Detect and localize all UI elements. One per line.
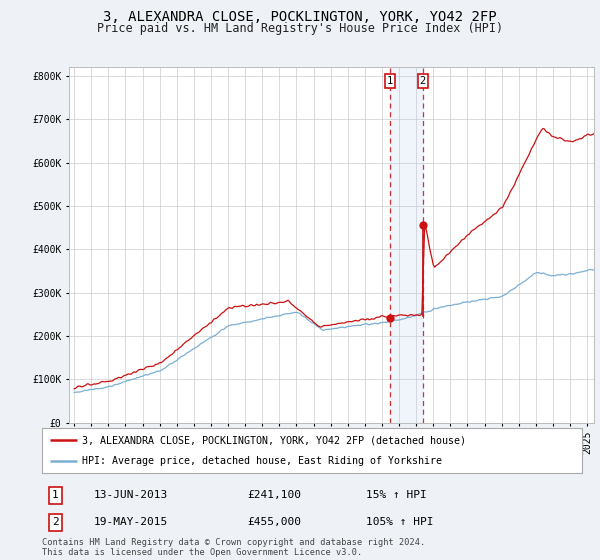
Text: £455,000: £455,000: [247, 517, 301, 527]
Text: 1: 1: [386, 76, 393, 86]
Text: 19-MAY-2015: 19-MAY-2015: [94, 517, 167, 527]
Text: 1: 1: [52, 491, 59, 500]
Text: 2: 2: [52, 517, 59, 527]
Text: 3, ALEXANDRA CLOSE, POCKLINGTON, YORK, YO42 2FP (detached house): 3, ALEXANDRA CLOSE, POCKLINGTON, YORK, Y…: [83, 436, 467, 446]
Text: 2: 2: [419, 76, 426, 86]
Text: £241,100: £241,100: [247, 491, 301, 500]
Text: 13-JUN-2013: 13-JUN-2013: [94, 491, 167, 500]
Text: 3, ALEXANDRA CLOSE, POCKLINGTON, YORK, YO42 2FP: 3, ALEXANDRA CLOSE, POCKLINGTON, YORK, Y…: [103, 10, 497, 24]
Text: HPI: Average price, detached house, East Riding of Yorkshire: HPI: Average price, detached house, East…: [83, 456, 443, 466]
Bar: [389, 67, 422, 423]
Text: 15% ↑ HPI: 15% ↑ HPI: [366, 491, 427, 500]
Text: Price paid vs. HM Land Registry's House Price Index (HPI): Price paid vs. HM Land Registry's House …: [97, 22, 503, 35]
Text: Contains HM Land Registry data © Crown copyright and database right 2024.
This d: Contains HM Land Registry data © Crown c…: [42, 538, 425, 557]
Text: 105% ↑ HPI: 105% ↑ HPI: [366, 517, 433, 527]
